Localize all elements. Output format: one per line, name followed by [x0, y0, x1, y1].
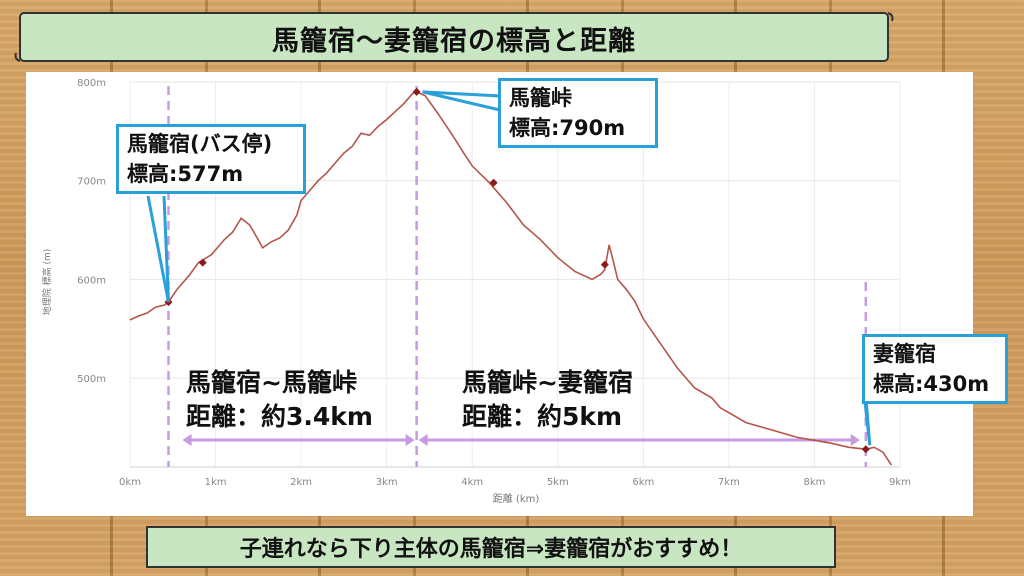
elevation-marker	[489, 178, 498, 187]
elevation-marker	[600, 260, 609, 269]
callout-magome-juku-elevation: 標高:577m	[127, 162, 244, 186]
callout-magome-juku-name: 馬籠宿(バス停)	[127, 132, 273, 156]
callout-magome-toge-elevation: 標高:790m	[509, 116, 626, 140]
elevation-line	[129, 91, 893, 466]
elevation-marker	[198, 258, 207, 267]
y-tick-label: 600m	[77, 275, 106, 286]
section-2-distance: 距離：約5km	[462, 402, 623, 431]
section-label-magome-to-toge: 馬籠宿~馬籠峠 距離：約3.4km	[186, 366, 373, 434]
x-tick-label: 7km	[718, 477, 740, 488]
callout-tsumago-juku: 妻籠宿 標高:430m	[862, 334, 1008, 404]
x-tick-label: 9km	[889, 477, 911, 488]
x-axis-label: 距離 (km)	[493, 492, 540, 505]
callout-magome-juku: 馬籠宿(バス停) 標高:577m	[116, 124, 306, 194]
x-tick-label: 4km	[461, 477, 483, 488]
x-tick-label: 5km	[547, 477, 569, 488]
section-label-toge-to-tsumago: 馬籠峠~妻籠宿 距離：約5km	[462, 366, 633, 434]
distance-arrow-section-2	[418, 434, 860, 446]
section-1-route: 馬籠宿~馬籠峠	[186, 368, 357, 397]
scroll-banner-shape	[14, 12, 894, 62]
x-tick-label: 8km	[803, 477, 825, 488]
elevation-marker	[412, 87, 421, 96]
recommendation-banner: 子連れなら下り主体の馬籠宿⇒妻籠宿がおすすめ！	[146, 526, 836, 568]
title-banner: 馬籠宿～妻籠宿の標高と距離	[14, 10, 894, 66]
y-tick-label: 500m	[77, 374, 106, 385]
x-tick-label: 0km	[119, 477, 141, 488]
callout-pointer-magome-toge	[422, 90, 501, 112]
elevation-chart: 500m 600m 700m 800m 0km 1km 2km 3km 4km 5km 6km 7km…	[26, 72, 1008, 516]
x-tick-label: 2km	[290, 477, 312, 488]
x-tick-label: 3km	[376, 477, 398, 488]
callout-tsumago-juku-elevation: 標高:430m	[873, 372, 990, 396]
page-title: 馬籠宿～妻籠宿の標高と距離	[272, 25, 636, 57]
y-tick-label: 700m	[77, 177, 106, 188]
callout-pointer-magome-juku	[146, 195, 170, 303]
y-tick-label: 800m	[77, 78, 106, 89]
callout-tsumago-juku-name: 妻籠宿	[873, 342, 936, 366]
x-tick-label: 1km	[205, 477, 227, 488]
elevation-marker	[861, 445, 870, 454]
y-axis-label: 地理院 標高 (m)	[41, 249, 53, 316]
callout-pointer-tsumago-juku	[863, 385, 872, 446]
distance-arrow-section-1	[182, 434, 415, 446]
callout-magome-toge-name: 馬籠峠	[509, 86, 572, 110]
section-1-distance: 距離：約3.4km	[186, 402, 373, 431]
section-2-route: 馬籠峠~妻籠宿	[462, 368, 633, 397]
callout-magome-toge: 馬籠峠 標高:790m	[498, 78, 658, 148]
x-tick-label: 6km	[632, 477, 654, 488]
